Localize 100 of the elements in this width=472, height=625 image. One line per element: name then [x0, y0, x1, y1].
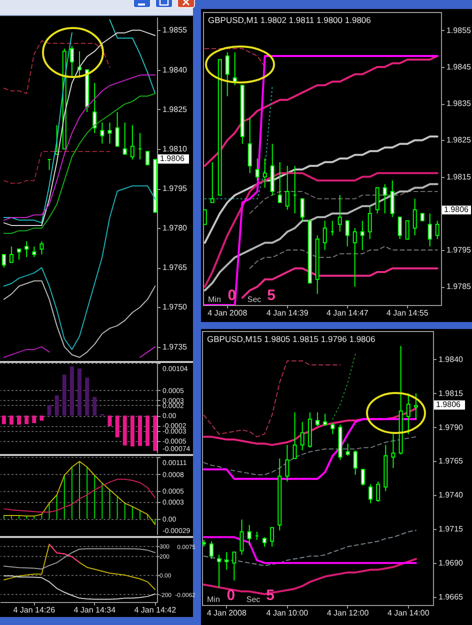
line-series: [3, 478, 156, 513]
x-tick-label: 4 Jan 2008: [208, 308, 248, 318]
y-tick-label: 1.9815: [446, 172, 472, 182]
candlestick: [225, 52, 230, 97]
candlestick: [368, 484, 373, 504]
candlestick: [262, 536, 266, 548]
y-tick-label: 1.9795: [162, 184, 188, 193]
candlestick: [9, 246, 14, 263]
candlestick: [323, 413, 328, 426]
annotation: Sec: [247, 295, 262, 304]
y-tick-label: 1.9810: [162, 144, 188, 154]
candlestick: [300, 421, 304, 451]
candlestick: [391, 434, 396, 468]
candlestick: [316, 412, 320, 426]
candlestick: [322, 220, 327, 251]
annotation: 5: [267, 287, 276, 304]
candlestick: [390, 180, 394, 218]
bar: [146, 416, 150, 446]
x-tick-label: 4 Jan 12:00: [326, 608, 370, 618]
x-tick-label: 4 Jan 10:00: [266, 608, 309, 618]
line-series: [332, 354, 356, 420]
candlestick: [248, 118, 252, 174]
bar: [115, 416, 120, 438]
candlestick: [100, 122, 104, 144]
candlestick: [240, 519, 244, 556]
y-tick-label: 1.9790: [438, 422, 464, 432]
x-tick-label: 4 Jan 14:39: [266, 308, 309, 318]
candlestick: [122, 122, 127, 155]
line-series: [202, 418, 417, 480]
bar: [130, 416, 134, 446]
candlestick: [146, 151, 150, 166]
y-tick-label: 1.9785: [446, 282, 472, 292]
candlestick: [92, 82, 97, 134]
candlestick: [70, 46, 74, 78]
line-series: [3, 460, 156, 525]
line-series: [203, 360, 341, 438]
bar: [122, 416, 127, 446]
candlestick: [2, 254, 6, 268]
y-tick-label: 1.9825: [162, 104, 188, 114]
candlestick: [338, 194, 342, 232]
bar: [24, 416, 29, 424]
y-tick-label: 1.9715: [438, 524, 464, 534]
candlestick: [209, 540, 214, 560]
candlestick: [428, 212, 432, 247]
candlestick: [278, 162, 282, 203]
candlestick: [382, 184, 387, 214]
x-tick-label: 4 Jan 14:47: [326, 308, 369, 318]
bar: [9, 416, 14, 425]
candlestick: [352, 228, 357, 288]
candlestick: [346, 443, 350, 456]
y-tick-label: 1.9845: [446, 62, 472, 72]
candlestick: [375, 187, 380, 214]
text: 1.9806: [436, 400, 462, 409]
line-series: [203, 530, 416, 566]
x-tick-label: 4 Jan 14:55: [386, 308, 429, 318]
candlestick: [224, 552, 229, 570]
bar: [78, 368, 82, 416]
y-tick-label: 1.9795: [446, 246, 472, 255]
line-series: [48, 544, 80, 564]
y-tick-label: 1.9665: [438, 592, 464, 602]
bar: [2, 416, 6, 424]
line-series: [204, 48, 266, 68]
bar: [70, 366, 74, 416]
y-tick-label: 1.9690: [438, 558, 464, 568]
candlestick: [247, 524, 252, 546]
bar: [47, 404, 52, 416]
bar: [108, 416, 112, 426]
candlestick: [360, 468, 365, 486]
candlestick: [40, 240, 44, 255]
candlestick: [414, 392, 418, 420]
text: 1.9806: [160, 154, 186, 163]
y-tick-label: 1.9835: [446, 99, 472, 108]
bar: [85, 378, 90, 416]
candlestick: [345, 220, 350, 247]
bar: [17, 416, 22, 425]
candlestick: [130, 124, 134, 160]
candlestick: [300, 198, 304, 222]
bar: [32, 416, 36, 424]
annotation: Min: [208, 295, 221, 304]
candlestick: [270, 527, 274, 548]
y-tick-label: 1.9855: [162, 26, 188, 35]
x-tick-label: 4 Jan 14:42: [134, 606, 177, 614]
candlestick: [398, 216, 402, 240]
y-tick-label: 1.9840: [162, 65, 188, 74]
bar: [153, 416, 157, 451]
bar: [138, 416, 142, 446]
line-series: [3, 185, 156, 350]
line-series: [3, 74, 156, 221]
candlestick: [353, 450, 358, 476]
annotation: Min: [207, 595, 220, 604]
chart-title: GBPUSD,M1 1.9802 1.9811 1.9800 1.9806: [208, 15, 372, 25]
bar: [92, 396, 97, 416]
line-series: [204, 136, 438, 244]
line-series: [249, 246, 438, 269]
x-tick-label: 4 Jan 2008: [206, 608, 247, 618]
candlestick: [210, 162, 214, 203]
y-tick-label: 1.9815: [438, 388, 464, 398]
candlestick: [262, 158, 267, 188]
candlestick: [376, 481, 380, 502]
x-tick-label: 4 Jan 14:00: [387, 608, 430, 618]
